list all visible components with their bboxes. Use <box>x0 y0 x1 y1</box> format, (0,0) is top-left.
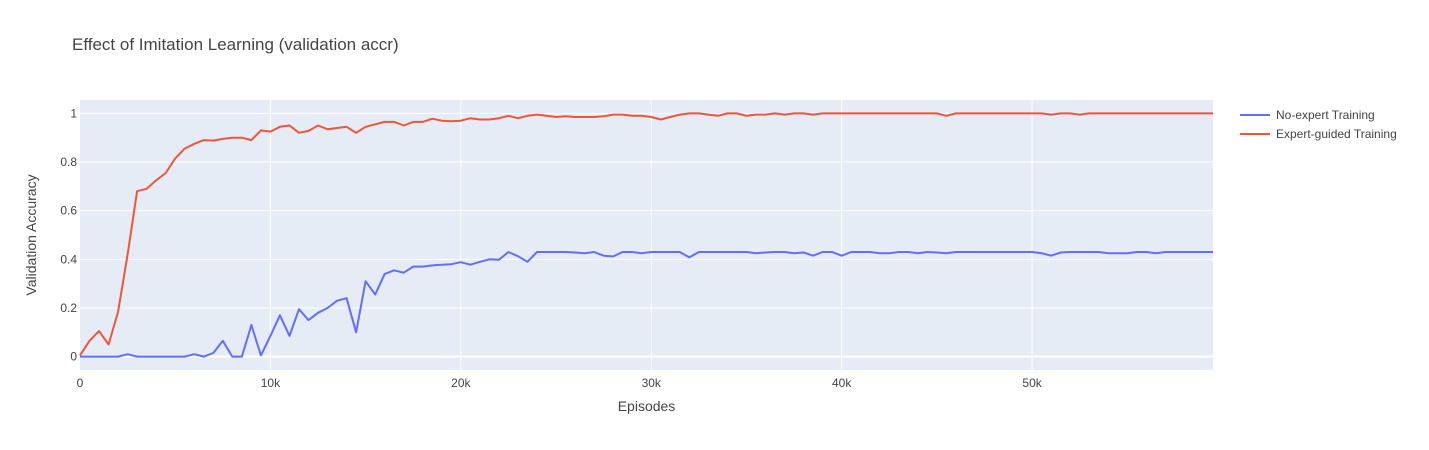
y-tick-label: 0.8 <box>60 155 77 169</box>
y-tick-label: 0.6 <box>60 204 77 218</box>
y-axis-ticks: 0 0.2 0.4 0.6 0.8 1 <box>60 106 77 363</box>
x-tick-label: 20k <box>451 376 471 390</box>
legend[interactable]: No-expert Training Expert-guided Training <box>1240 108 1397 141</box>
x-tick-label: 10k <box>261 376 281 390</box>
y-tick-label: 0.2 <box>60 301 77 315</box>
x-axis-ticks: 0 10k 20k 30k 40k 50k <box>77 376 1043 390</box>
y-tick-label: 0.4 <box>60 252 77 266</box>
y-tick-label: 0 <box>70 350 77 364</box>
x-tick-label: 30k <box>642 376 662 390</box>
y-axis-title: Validation Accuracy <box>23 174 39 295</box>
series-layer <box>79 112 1213 358</box>
legend-label: No-expert Training <box>1276 108 1375 122</box>
plot-area <box>80 100 1213 370</box>
x-tick-label: 40k <box>832 376 852 390</box>
y-tick-label: 1 <box>70 106 77 120</box>
x-axis-title: Episodes <box>618 398 676 414</box>
legend-label: Expert-guided Training <box>1276 127 1397 141</box>
x-tick-label: 0 <box>77 376 84 390</box>
legend-item-no-expert[interactable]: No-expert Training <box>1240 108 1375 122</box>
legend-item-expert-guided[interactable]: Expert-guided Training <box>1240 127 1397 141</box>
series-line-no-expert[interactable] <box>80 251 1213 358</box>
series-line-expert-guided[interactable] <box>79 112 1213 356</box>
chart-title: Effect of Imitation Learning (validation… <box>72 35 399 54</box>
x-tick-label: 50k <box>1022 376 1042 390</box>
